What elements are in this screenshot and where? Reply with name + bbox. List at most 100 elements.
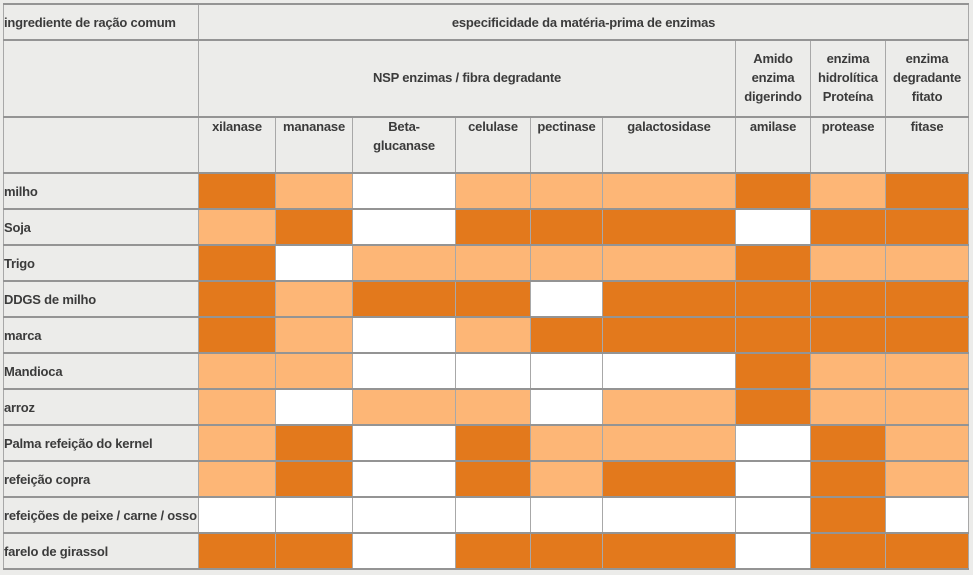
table-row: farelo de girassol (3, 533, 970, 569)
matrix-cell (602, 533, 736, 569)
matrix-cell (810, 281, 886, 317)
header-row-columns: xilanase mananase Beta- glucanase celula… (3, 117, 970, 173)
matrix-cell (198, 245, 276, 281)
matrix-cell (275, 353, 353, 389)
matrix-cell (275, 281, 353, 317)
row-label: Mandioca (3, 353, 199, 389)
matrix-cell (455, 173, 531, 209)
column-header-amilase: amilase (735, 117, 811, 173)
matrix-cell (352, 389, 456, 425)
table-row: arroz (3, 389, 970, 425)
matrix-cell (455, 461, 531, 497)
matrix-cell (602, 173, 736, 209)
enzyme-specificity-table: ingrediente de ração comum especificidad… (3, 3, 970, 570)
matrix-cell (884, 425, 970, 461)
table-row: Palma refeição do kernel (3, 425, 970, 461)
column-header-protease: protease (810, 117, 886, 173)
matrix-cell (455, 425, 531, 461)
matrix-cell (530, 425, 603, 461)
matrix-cell (455, 209, 531, 245)
matrix-cell (352, 425, 456, 461)
matrix-cell (275, 245, 353, 281)
matrix-cell (198, 425, 276, 461)
table-row: milho (3, 173, 970, 209)
column-header-mananase: mananase (275, 117, 353, 173)
matrix-cell (810, 317, 886, 353)
group-header-starch-enzyme: Amido enzima digerindo (735, 40, 811, 117)
table-row: DDGS de milho (3, 281, 970, 317)
matrix-cell (884, 533, 970, 569)
matrix-cell (884, 353, 970, 389)
table-header: ingrediente de ração comum especificidad… (3, 4, 970, 173)
matrix-cell (198, 497, 276, 533)
matrix-cell (810, 533, 886, 569)
matrix-cell (735, 533, 811, 569)
matrix-cell (352, 461, 456, 497)
row-label: marca (3, 317, 199, 353)
matrix-cell (530, 173, 603, 209)
matrix-cell (884, 209, 970, 245)
column-header-celulase: celulase (455, 117, 531, 173)
matrix-cell (198, 209, 276, 245)
matrix-cell (602, 209, 736, 245)
matrix-cell (352, 533, 456, 569)
matrix-cell (352, 353, 456, 389)
matrix-cell (602, 461, 736, 497)
table-row: Mandioca (3, 353, 970, 389)
matrix-cell (275, 461, 353, 497)
matrix-cell (530, 245, 603, 281)
matrix-cell (275, 317, 353, 353)
matrix-cell (884, 245, 970, 281)
row-label: arroz (3, 389, 199, 425)
matrix-cell (530, 461, 603, 497)
matrix-cell (455, 389, 531, 425)
corner-header: ingrediente de ração comum (3, 4, 199, 40)
matrix-cell (530, 497, 603, 533)
matrix-cell (198, 461, 276, 497)
matrix-cell (275, 425, 353, 461)
matrix-cell (530, 353, 603, 389)
matrix-cell (530, 281, 603, 317)
matrix-cell (352, 497, 456, 533)
matrix-cell (455, 317, 531, 353)
matrix-cell (530, 533, 603, 569)
matrix-cell (352, 281, 456, 317)
blank-header-cell (3, 40, 199, 117)
matrix-cell (455, 245, 531, 281)
matrix-cell (530, 317, 603, 353)
matrix-cell (735, 425, 811, 461)
matrix-cell (275, 209, 353, 245)
table-row: Trigo (3, 245, 970, 281)
row-label: DDGS de milho (3, 281, 199, 317)
matrix-cell (602, 281, 736, 317)
matrix-cell (198, 317, 276, 353)
column-header-beta-glucanase: Beta- glucanase (352, 117, 456, 173)
matrix-cell (455, 533, 531, 569)
matrix-cell (810, 461, 886, 497)
matrix-cell (884, 281, 970, 317)
column-header-xilanase: xilanase (198, 117, 276, 173)
matrix-cell (735, 209, 811, 245)
matrix-cell (352, 317, 456, 353)
matrix-cell (275, 533, 353, 569)
group-header-nsp-enzymes: NSP enzimas / fibra degradante (198, 40, 736, 117)
matrix-cell (602, 245, 736, 281)
row-label: Soja (3, 209, 199, 245)
matrix-cell (275, 497, 353, 533)
matrix-cell (455, 497, 531, 533)
matrix-cell (735, 497, 811, 533)
matrix-cell (530, 209, 603, 245)
matrix-cell (352, 245, 456, 281)
matrix-cell (198, 353, 276, 389)
matrix-cell (602, 425, 736, 461)
matrix-cell (810, 173, 886, 209)
row-label: Palma refeição do kernel (3, 425, 199, 461)
matrix-cell (352, 209, 456, 245)
row-label: refeição copra (3, 461, 199, 497)
matrix-cell (884, 497, 970, 533)
matrix-cell (810, 245, 886, 281)
row-label: refeições de peixe / carne / osso (3, 497, 199, 533)
matrix-cell (602, 497, 736, 533)
column-header-pectinase: pectinase (530, 117, 603, 173)
row-label: milho (3, 173, 199, 209)
